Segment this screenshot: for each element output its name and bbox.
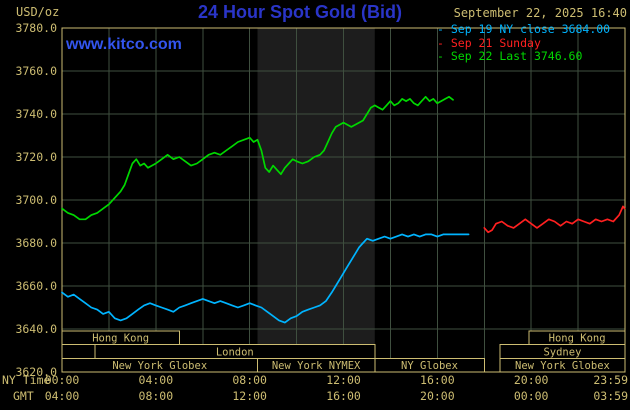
legend-label: Sep 19 NY close 3684.00	[450, 22, 611, 36]
session-label: New York NYMEX	[272, 360, 361, 372]
x-tick-label: 12:00	[232, 389, 267, 403]
legend-item: - Sep 22 Last 3746.60	[437, 49, 610, 64]
x-tick-label: 20:00	[420, 389, 455, 403]
x-tick-label: 08:00	[139, 389, 174, 403]
session-label: Sydney	[543, 346, 581, 358]
x-tick-label: 16:00	[420, 373, 455, 387]
x-tick-label: 00:00	[514, 389, 549, 403]
y-tick-label: 3740.0	[15, 107, 57, 121]
x-tick-label: 12:00	[326, 373, 361, 387]
legend-label: Sep 22 Last 3746.60	[450, 49, 583, 63]
session-label: Hong Kong	[92, 333, 149, 345]
y-tick-label: 3700.0	[15, 193, 57, 207]
chart-datetime: September 22, 2025 16:40	[453, 6, 627, 20]
x-axis-row-label: GMT	[13, 389, 34, 403]
x-tick-label: 16:00	[326, 389, 361, 403]
session-label: NY Globex	[401, 360, 458, 372]
x-tick-label: 20:00	[514, 373, 549, 387]
units-label: USD/oz	[16, 5, 60, 19]
y-tick-label: 3780.0	[15, 21, 57, 35]
x-tick-label: 23:59	[593, 373, 628, 387]
session-box	[374, 357, 485, 373]
kitco-watermark-link[interactable]: www.kitco.com	[66, 36, 182, 53]
x-tick-label: 03:59	[593, 389, 628, 403]
y-tick-label: 3760.0	[15, 64, 57, 78]
x-axis-row-label: NY Time	[2, 373, 51, 387]
x-tick-label: 04:00	[45, 389, 80, 403]
legend-line-icon: -	[437, 22, 451, 36]
x-tick-label: 08:00	[232, 373, 267, 387]
series-sep-21-sunday	[483, 205, 626, 234]
legend-item: - Sep 19 NY close 3684.00	[437, 22, 611, 37]
session-label: New York Globex	[515, 360, 610, 372]
legend-line-icon: -	[437, 35, 451, 50]
chart-title: 24 Hour Spot Gold (Bid)	[198, 2, 402, 22]
y-tick-label: 3620.0	[15, 365, 57, 379]
legend-line-icon: -	[437, 49, 451, 63]
series-sep-19-ny-close	[61, 233, 470, 324]
session-label: London	[216, 346, 254, 358]
y-tick-label: 3660.0	[15, 279, 57, 293]
session-box	[499, 357, 626, 373]
legend-label: Sep 21 Sunday	[450, 35, 541, 50]
y-tick-label: 3680.0	[15, 236, 57, 250]
series-sep-22	[61, 95, 454, 221]
session-label: New York Globex	[112, 360, 207, 372]
legend: - Sep 19 NY close 3684.00- Sep 21 Sunday…	[437, 22, 611, 64]
session-label: Hong Kong	[549, 333, 606, 345]
x-tick-label: 00:00	[45, 373, 80, 387]
legend-item: - Sep 21 Sunday	[437, 35, 610, 51]
x-tick-label: 04:00	[139, 373, 174, 387]
y-tick-label: 3720.0	[15, 150, 57, 164]
y-tick-label: 3640.0	[15, 322, 57, 336]
